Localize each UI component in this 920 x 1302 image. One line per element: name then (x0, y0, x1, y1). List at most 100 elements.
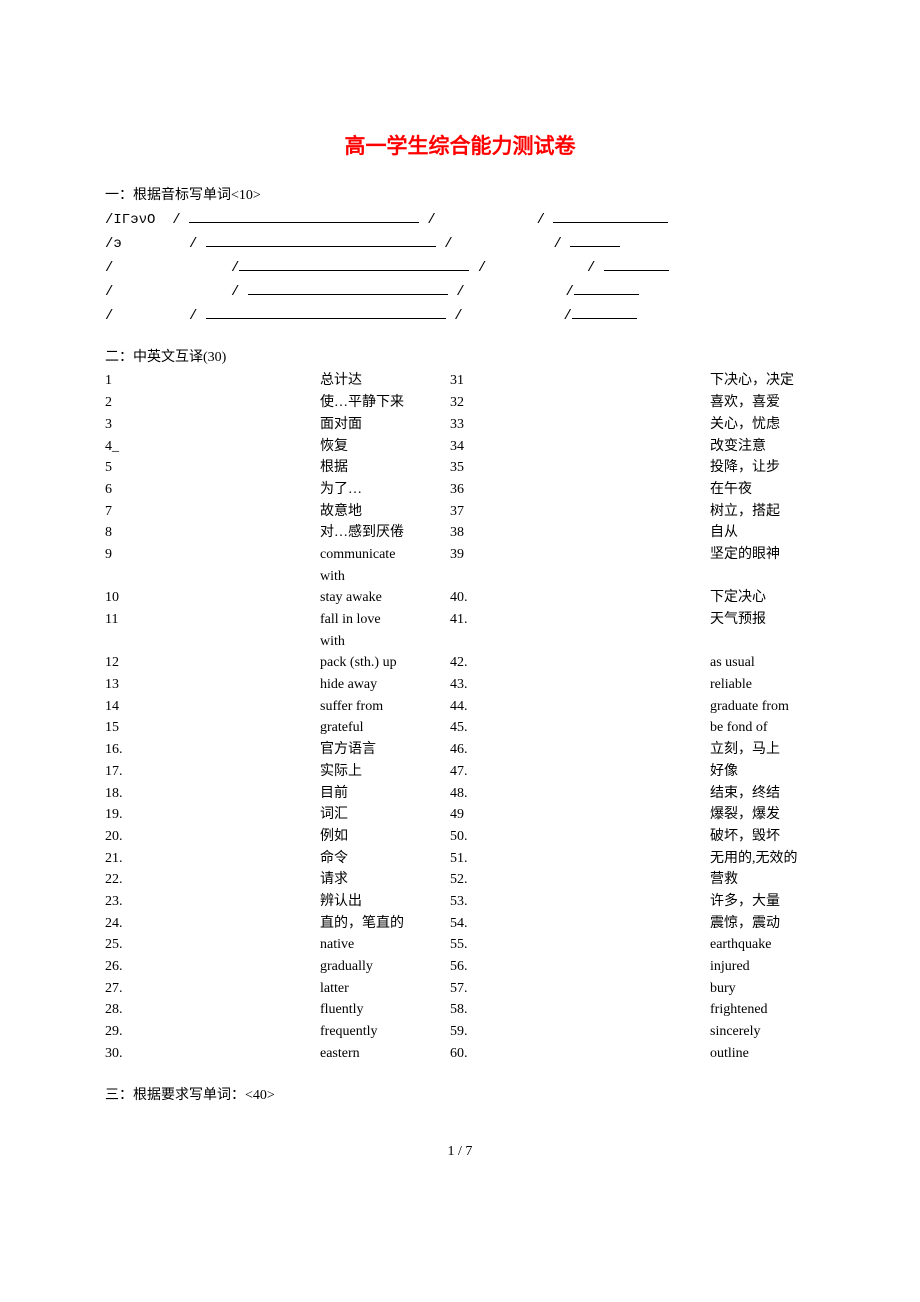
item-text: 自从 (710, 522, 815, 544)
item-number: 31 (450, 370, 710, 392)
item-number: 5 (105, 457, 320, 479)
item-text: fall in love (320, 609, 450, 631)
item-text: with (320, 631, 450, 653)
item-number: 15 (105, 717, 320, 739)
answer-blank[interactable] (206, 304, 446, 319)
item-number: 17. (105, 761, 320, 783)
phonetic-mid: / / (436, 236, 570, 252)
item-number: 59. (450, 1021, 710, 1043)
item-text: 实际上 (320, 761, 450, 783)
item-text: 例如 (320, 826, 450, 848)
item-text: 天气预报 (710, 609, 815, 631)
item-number: 6 (105, 479, 320, 501)
item-text: 坚定的眼神 (710, 544, 815, 566)
item-number: 25. (105, 934, 320, 956)
item-number: 19. (105, 804, 320, 826)
table-row: 16.官方语言46.立刻，马上 (105, 739, 815, 761)
answer-blank[interactable] (572, 304, 637, 319)
item-text: sincerely (710, 1021, 815, 1043)
item-number: 35 (450, 457, 710, 479)
item-number: 60. (450, 1043, 710, 1065)
item-text: gradually (320, 956, 450, 978)
item-text: fluently (320, 999, 450, 1021)
table-row: 1总计达31下决心，决定 (105, 370, 815, 392)
item-number: 1 (105, 370, 320, 392)
item-text: 下定决心 (710, 587, 815, 609)
item-text: 辨认出 (320, 891, 450, 913)
item-number: 18. (105, 783, 320, 805)
item-number: 21. (105, 848, 320, 870)
table-row: 11 fall in love41.天气预报 (105, 609, 815, 631)
phonetic-line: / / / / (105, 280, 815, 304)
item-text: 总计达 (320, 370, 450, 392)
table-row: 13 hide away43.reliable (105, 674, 815, 696)
item-number: 40. (450, 587, 710, 609)
answer-blank[interactable] (604, 256, 669, 271)
item-number: 45. (450, 717, 710, 739)
item-text: 震惊，震动 (710, 913, 815, 935)
table-row: 14 suffer from44.graduate from (105, 696, 815, 718)
item-number: 26. (105, 956, 320, 978)
item-text: 好像 (710, 761, 815, 783)
item-number: 3 (105, 414, 320, 436)
page: 高一学生综合能力测试卷 一：根据音标写单词<10> /IГэνO / / / /… (0, 0, 920, 1220)
phonetic-prefix: /IГэνO / (105, 212, 189, 228)
table-row: with (105, 631, 815, 653)
item-number: 10 (105, 587, 320, 609)
table-row: with (105, 566, 815, 588)
table-row: 2使…平静下来32喜欢，喜爱 (105, 392, 815, 414)
table-row: 12 pack (sth.) up42.as usual (105, 652, 815, 674)
item-number: 9 (105, 544, 320, 566)
item-text: 为了… (320, 479, 450, 501)
item-number: 30. (105, 1043, 320, 1065)
table-row: 5根据35投降，让步 (105, 457, 815, 479)
item-text: bury (710, 978, 815, 1000)
page-title: 高一学生综合能力测试卷 (105, 130, 815, 160)
translation-table: 1总计达31下决心，决定2使…平静下来32喜欢，喜爱3面对面33关心，忧虑4_恢… (105, 370, 815, 1064)
phonetic-prefix: /э / (105, 236, 206, 252)
phonetic-mid: / / (446, 308, 572, 324)
item-number: 32 (450, 392, 710, 414)
table-row: 19.词汇49爆裂，爆发 (105, 804, 815, 826)
answer-blank[interactable] (206, 232, 436, 247)
answer-blank[interactable] (553, 208, 668, 223)
item-text: 直的，笔直的 (320, 913, 450, 935)
page-footer: 1 / 7 (105, 1144, 815, 1160)
item-number: 38 (450, 522, 710, 544)
item-text: as usual (710, 652, 815, 674)
phonetic-line: / / / / (105, 256, 815, 280)
item-text (710, 566, 815, 588)
item-number: 50. (450, 826, 710, 848)
table-row: 27.latter57.bury (105, 978, 815, 1000)
item-number: 47. (450, 761, 710, 783)
item-text: 营救 (710, 869, 815, 891)
section-1-header: 一：根据音标写单词<10> (105, 184, 815, 204)
item-text: 根据 (320, 457, 450, 479)
answer-blank[interactable] (239, 256, 469, 271)
phonetic-line: / / / / (105, 304, 815, 328)
answer-blank[interactable] (189, 208, 419, 223)
item-number: 28. (105, 999, 320, 1021)
table-row: 10 stay awake40.下定决心 (105, 587, 815, 609)
answer-blank[interactable] (570, 232, 620, 247)
item-text: 请求 (320, 869, 450, 891)
item-number: 20. (105, 826, 320, 848)
item-number: 53. (450, 891, 710, 913)
item-number (450, 631, 710, 653)
item-text: graduate from (710, 696, 815, 718)
item-number: 14 (105, 696, 320, 718)
item-text: frightened (710, 999, 815, 1021)
item-number: 33 (450, 414, 710, 436)
section-2-header: 二：中英文互译(30) (105, 346, 815, 366)
item-text: 无用的,无效的 (710, 848, 815, 870)
item-number: 57. (450, 978, 710, 1000)
table-row: 20.例如50.破坏，毁坏 (105, 826, 815, 848)
answer-blank[interactable] (574, 280, 639, 295)
answer-blank[interactable] (248, 280, 448, 295)
item-number: 12 (105, 652, 320, 674)
item-number: 11 (105, 609, 320, 631)
item-number: 52. (450, 869, 710, 891)
item-number: 27. (105, 978, 320, 1000)
item-text: 词汇 (320, 804, 450, 826)
item-number: 58. (450, 999, 710, 1021)
